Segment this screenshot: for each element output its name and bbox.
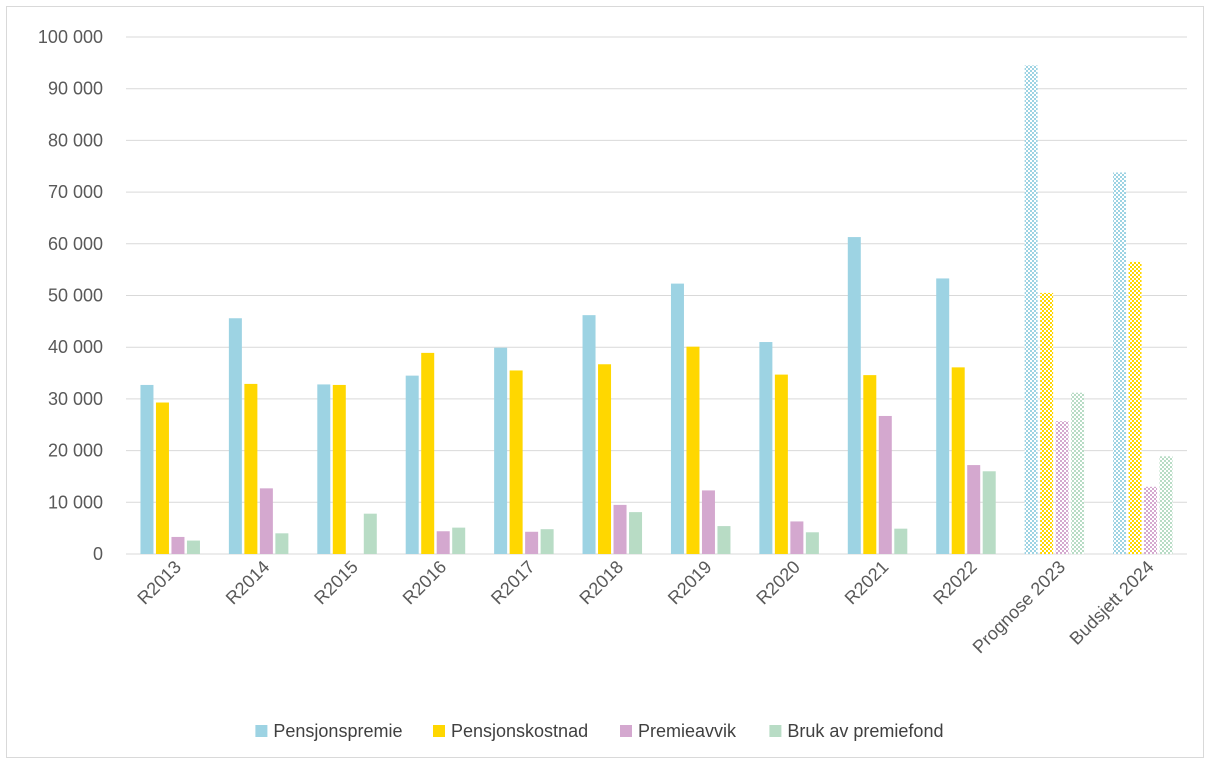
- legend-label: Pensjonskostnad: [451, 721, 588, 741]
- bar-pensjonspremie: [1024, 65, 1038, 554]
- bar-premieavvik: [790, 521, 804, 554]
- bar-pensjonskostnad: [951, 367, 965, 554]
- bar-premieavvik: [259, 488, 273, 554]
- y-tick-label: 80 000: [48, 130, 103, 150]
- legend: Pensjonspremie Pensjonskostnad Premieavvik…: [255, 721, 943, 741]
- x-tick-label: Budsjett 2024: [1066, 557, 1158, 649]
- bar-pensjonspremie: [582, 315, 596, 554]
- legend-swatch: [620, 725, 632, 737]
- x-tick-label: Prognose 2023: [969, 557, 1069, 657]
- bar-premieavvik: [878, 415, 892, 554]
- y-tick-label: 50 000: [48, 286, 103, 306]
- bar-pensjonskostnad: [421, 352, 435, 554]
- bars: [140, 65, 1173, 555]
- bar-pensjonskostnad: [598, 364, 612, 554]
- bar-premieavvik: [436, 531, 450, 554]
- y-tick-label: 40 000: [48, 337, 103, 357]
- bar-premieavvik: [613, 504, 627, 554]
- y-axis-ticks: 0 10 000 20 000 30 000 40 000 50 000 60 000 70 …: [38, 27, 103, 564]
- bar-pensjonspremie: [847, 237, 861, 555]
- bar-pensjonspremie: [936, 278, 950, 554]
- gridlines: [126, 36, 1187, 555]
- bar-bruk-av-premiefond: [540, 529, 554, 554]
- bar-pensjonspremie: [140, 384, 154, 554]
- y-tick-label: 100 000: [38, 27, 103, 47]
- bar-bruk-av-premiefond: [894, 528, 908, 554]
- x-axis-ticks: R2013 R2014 R2015 R2016 R2017 R2018 R2019 R2020…: [133, 557, 1157, 657]
- legend-label: Premieavvik: [638, 721, 737, 741]
- bar-bruk-av-premiefond: [186, 540, 200, 554]
- bar-premieavvik: [701, 490, 715, 554]
- bar-premieavvik: [525, 531, 539, 554]
- bar-pensjonspremie: [1113, 172, 1127, 555]
- y-tick-label: 20 000: [48, 441, 103, 461]
- legend-label: Bruk av premiefond: [787, 721, 943, 741]
- x-tick-label: R2021: [841, 557, 893, 609]
- x-tick-label: R2020: [752, 557, 804, 609]
- bar-bruk-av-premiefond: [982, 471, 996, 554]
- y-tick-label: 30 000: [48, 389, 103, 409]
- bar-pensjonskostnad: [509, 370, 523, 554]
- bar-premieavvik: [171, 536, 185, 554]
- bar-bruk-av-premiefond: [805, 532, 819, 554]
- bar-pensjonskostnad: [774, 374, 788, 554]
- bar-pensjonskostnad: [332, 384, 346, 554]
- bar-pensjonskostnad: [863, 375, 877, 554]
- y-tick-label: 90 000: [48, 79, 103, 99]
- bar-pensjonspremie: [759, 342, 773, 554]
- bar-pensjonskostnad: [244, 383, 258, 554]
- bar-pensjonspremie: [405, 375, 419, 554]
- legend-swatch: [255, 725, 268, 737]
- x-tick-label: R2018: [575, 557, 627, 609]
- x-tick-label: R2016: [399, 557, 451, 609]
- x-tick-label: R2022: [929, 557, 981, 609]
- legend-swatch: [769, 725, 782, 737]
- bar-bruk-av-premiefond: [363, 513, 377, 554]
- bar-bruk-av-premiefond: [452, 527, 466, 554]
- bar-bruk-av-premiefond: [1071, 392, 1085, 554]
- bar-pensjonspremie: [494, 347, 508, 554]
- x-tick-label: R2017: [487, 557, 539, 609]
- bar-bruk-av-premiefond: [275, 533, 289, 554]
- bar-bruk-av-premiefond: [1159, 456, 1173, 554]
- x-tick-label: R2019: [664, 557, 716, 609]
- bar-pensjonspremie: [670, 283, 684, 554]
- bar-bruk-av-premiefond: [629, 512, 643, 554]
- bar-pensjonskostnad: [1128, 261, 1142, 554]
- x-tick-label: R2013: [133, 557, 185, 609]
- bar-pensjonskostnad: [686, 346, 700, 554]
- bar-pensjonspremie: [317, 384, 331, 554]
- bar-bruk-av-premiefond: [717, 526, 731, 554]
- bar-pensjonskostnad: [155, 402, 169, 554]
- bar-pensjonskostnad: [1040, 292, 1054, 554]
- bar-premieavvik: [967, 465, 981, 554]
- y-tick-label: 70 000: [48, 182, 103, 202]
- bar-premieavvik: [1144, 486, 1158, 554]
- bar-pensjonspremie: [228, 318, 242, 554]
- legend-label: Pensjonspremie: [273, 721, 402, 741]
- y-tick-label: 0: [93, 544, 103, 564]
- x-tick-label: R2014: [222, 557, 274, 609]
- legend-swatch: [433, 725, 445, 737]
- y-tick-label: 10 000: [48, 492, 103, 512]
- y-tick-label: 60 000: [48, 234, 103, 254]
- x-tick-label: R2015: [310, 557, 362, 609]
- bar-premieavvik: [1055, 421, 1069, 554]
